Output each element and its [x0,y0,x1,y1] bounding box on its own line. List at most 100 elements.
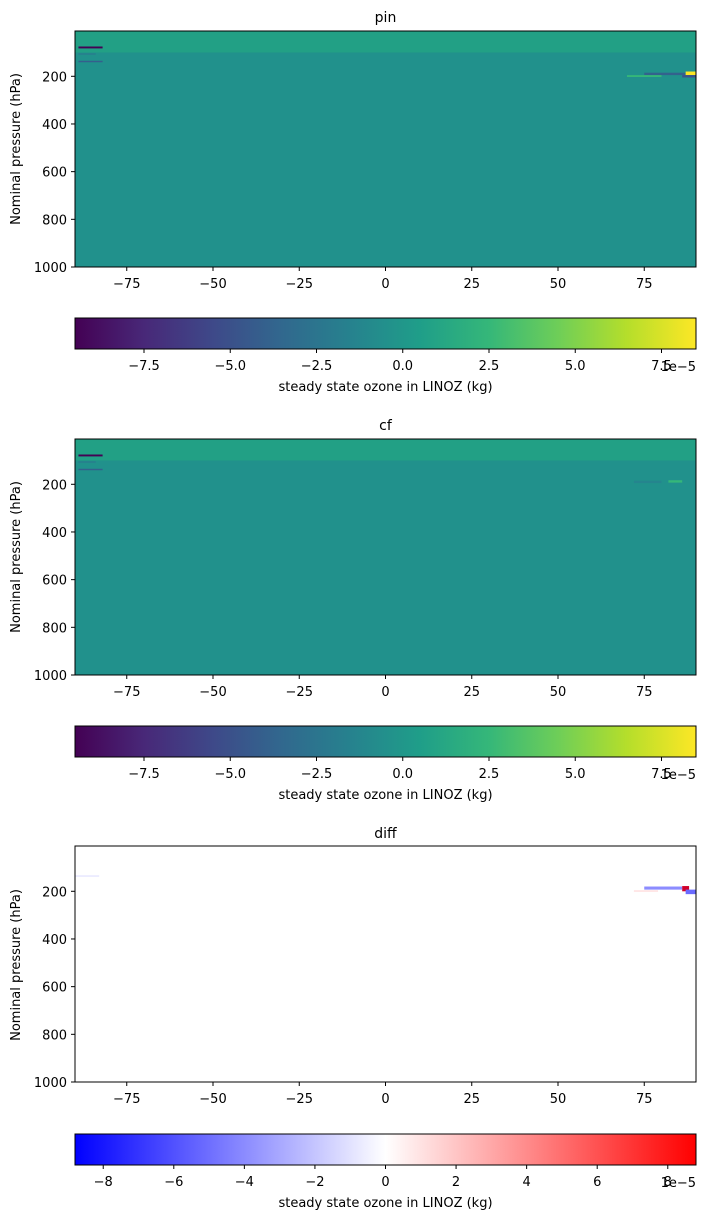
heatmap-cell [668,480,683,483]
colorbar-tick-label: 4 [522,1175,530,1190]
x-tick-label: −25 [286,685,313,700]
x-tick-label: −50 [199,685,226,700]
heatmap-cell [75,31,696,53]
heatmap-cell [627,75,662,78]
colorbar-tick-label: 2 [452,1175,460,1190]
heatmap-cell [685,889,696,895]
colorbar-tick-label: −6 [164,1175,183,1190]
chart-title: cf [379,418,393,434]
y-tick-label: 200 [42,70,67,85]
colorbar-tick-label: −5.0 [214,359,246,374]
x-tick-label: −75 [113,685,140,700]
colorbar-tick-label: 8 [664,1175,672,1190]
chart-title: pin [375,10,397,26]
x-axis: −75 −50 −25 0 25 50 75 [113,1082,653,1107]
heatmap-cell [682,886,690,892]
heatmap-cell [78,468,103,471]
plot-area [75,439,696,675]
x-tick-label: −50 [199,277,226,292]
colorbar-ticks: −7.5 −5.0 −2.5 0.0 2.5 5.0 7.5 [128,757,672,782]
x-tick-label: 50 [550,277,567,292]
heatmap-cells [75,31,696,78]
x-tick-label: 25 [463,1092,480,1107]
x-tick-label: 0 [381,1092,389,1107]
y-tick-label: 400 [42,118,67,133]
x-axis: −75 −50 −25 0 25 50 75 [113,675,653,700]
colorbar-tick-label: −2 [305,1175,324,1190]
plot-area [75,31,696,267]
y-tick-label: 600 [42,574,67,589]
y-axis: 200 400 600 800 1000 [34,885,75,1091]
x-tick-label: 75 [636,1092,653,1107]
heatmap-cell [682,75,696,78]
y-axis-label: Nominal pressure (hPa) [9,889,24,1041]
colorbar-tick-label: 0.0 [392,359,413,374]
colorbar-tick-label: 0 [381,1175,389,1190]
colorbar-tick-label: 2.5 [479,359,500,374]
colorbar-label: steady state ozone in LINOZ (kg) [278,380,492,395]
x-tick-label: 25 [463,685,480,700]
y-tick-label: 800 [42,213,67,228]
y-axis-label: Nominal pressure (hPa) [9,73,24,225]
y-tick-label: 200 [42,885,67,900]
heatmap-cell [78,46,103,49]
heatmap-cell [78,461,96,463]
y-tick-label: 800 [42,1028,67,1043]
colorbar-ticks: −8 −6 −4 −2 0 2 4 6 8 [94,1165,672,1190]
colorbar-offset-label: 1e−5 [661,360,696,375]
colorbar-label: steady state ozone in LINOZ (kg) [278,1196,492,1211]
heatmap-cell [685,71,696,76]
colorbar-tick-label: 7.5 [651,359,672,374]
colorbar-tick-label: 6 [593,1175,601,1190]
colorbar [74,725,697,758]
colorbar-tick-label: −8 [94,1175,113,1190]
x-tick-label: −75 [113,1092,140,1107]
heatmap-cell [644,886,683,890]
colorbar-offset-label: 1e−5 [661,768,696,783]
y-tick-label: 200 [42,478,67,493]
colorbar-tick-label: 5.0 [565,359,586,374]
chart-title: diff [374,826,397,842]
x-tick-label: 75 [636,277,653,292]
x-tick-label: 0 [381,685,389,700]
colorbar-label: steady state ozone in LINOZ (kg) [278,788,492,803]
y-tick-label: 400 [42,933,67,948]
heatmap-cell [75,875,100,877]
x-tick-label: 25 [463,277,480,292]
colorbar-tick-label: 5.0 [565,767,586,782]
y-tick-label: 1000 [34,669,67,684]
y-axis: 200 400 600 800 1000 [34,478,75,684]
colorbar-tick-label: −2.5 [301,359,333,374]
x-tick-label: −25 [286,1092,313,1107]
heatmap-cell [633,480,662,484]
panel-cf: cf Nominal pressure (hPa) −75 −50 −25 0 25 50… [9,418,697,803]
heatmap-cell [633,890,659,893]
colorbar-tick-label: 0.0 [392,767,413,782]
y-tick-label: 400 [42,526,67,541]
colorbar-offset-label: 1e−5 [661,1176,696,1191]
heatmap-cell [75,439,696,461]
x-tick-label: −75 [113,277,140,292]
heatmap-cell [78,60,103,63]
colorbar-tick-label: −4 [235,1175,254,1190]
heatmap-cells [75,875,696,895]
colorbar [74,1133,697,1166]
heatmap-cells [75,439,696,484]
colorbar-tick-label: −2.5 [301,767,333,782]
colorbar-tick-label: −7.5 [128,767,160,782]
x-tick-label: −25 [286,277,313,292]
x-tick-label: 50 [550,1092,567,1107]
colorbar-ticks: −7.5 −5.0 −2.5 0.0 2.5 5.0 7.5 [128,349,672,374]
y-axis-label: Nominal pressure (hPa) [9,481,24,633]
colorbar-tick-label: −7.5 [128,359,160,374]
heatmap-cell [78,53,96,55]
heatmap-cell [644,72,686,76]
y-tick-label: 600 [42,981,67,996]
colorbar-tick-label: 2.5 [479,767,500,782]
heatmap-cell [78,454,103,457]
x-tick-label: −50 [199,1092,226,1107]
y-tick-label: 600 [42,166,67,181]
x-axis: −75 −50 −25 0 25 50 75 [113,267,653,292]
panel-diff: diff Nominal pressure (hPa) −75 −50 −25 0 25… [9,826,697,1211]
